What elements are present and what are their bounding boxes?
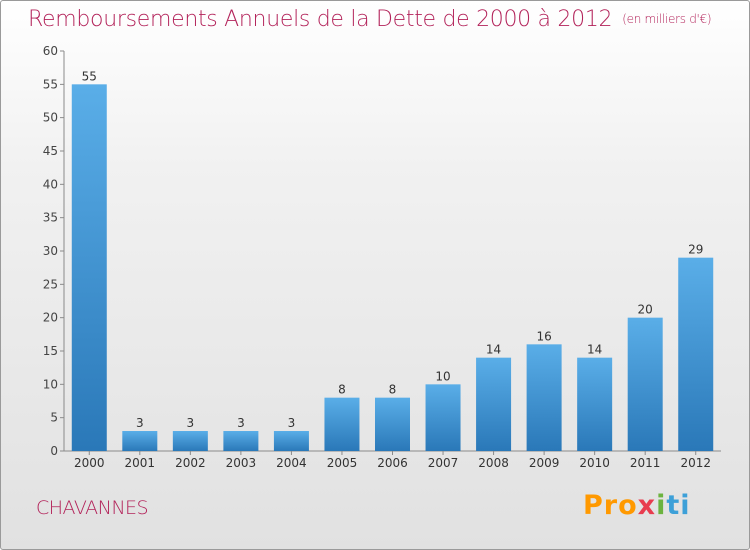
x-tick-label: 2006 — [377, 456, 408, 470]
bar — [71, 84, 107, 451]
y-tick-label: 15 — [43, 344, 58, 358]
x-tick-label: 2010 — [579, 456, 610, 470]
y-tick-label: 30 — [43, 244, 58, 258]
bar — [324, 397, 360, 451]
data-label: 16 — [536, 329, 551, 343]
x-tick-label: 2004 — [276, 456, 307, 470]
bar — [375, 397, 410, 451]
unit-label: (en milliers d'€) — [622, 12, 712, 26]
bar — [172, 431, 208, 451]
data-label: 3 — [288, 416, 296, 430]
x-tick-label: 2008 — [478, 456, 509, 470]
data-label: 14 — [587, 343, 602, 357]
x-tick-label: 2005 — [327, 456, 358, 470]
bar — [627, 317, 663, 451]
x-tick-label: 2002 — [175, 456, 206, 470]
y-tick-label: 20 — [43, 311, 58, 325]
x-tick-label: 2011 — [630, 456, 661, 470]
y-tick-label: 25 — [43, 277, 58, 291]
logo-part-1: Pro — [583, 490, 638, 521]
x-tick-label: 2003 — [226, 456, 257, 470]
title-text: Remboursements Annuels de la Dette de 20… — [28, 7, 613, 32]
data-label: 3 — [187, 416, 195, 430]
data-label: 14 — [486, 343, 501, 357]
y-tick-label: 0 — [50, 444, 58, 458]
data-label: 29 — [688, 243, 703, 257]
bar — [577, 357, 613, 451]
y-tick-label: 50 — [43, 111, 58, 125]
y-tick-label: 55 — [43, 77, 58, 91]
proxiti-logo: Proxiti — [583, 490, 691, 521]
y-tick-label: 60 — [43, 44, 58, 58]
data-label: 20 — [638, 303, 653, 317]
data-label: 3 — [136, 416, 144, 430]
x-tick-label: 2012 — [680, 456, 711, 470]
logo-part-4: ti — [666, 490, 691, 521]
data-label: 55 — [82, 69, 97, 83]
x-tick-label: 2001 — [125, 456, 156, 470]
data-label: 8 — [389, 383, 397, 397]
logo-part-3: i — [656, 490, 667, 521]
bar — [122, 431, 158, 451]
data-label: 3 — [237, 416, 245, 430]
y-tick-label: 5 — [50, 411, 58, 425]
y-tick-label: 45 — [43, 144, 58, 158]
x-tick-label: 2000 — [74, 456, 105, 470]
bar — [273, 431, 309, 451]
bar — [476, 357, 512, 451]
y-tick-label: 40 — [43, 177, 58, 191]
y-tick-label: 35 — [43, 211, 58, 225]
commune-name: CHAVANNES — [36, 497, 149, 519]
bar — [678, 257, 714, 451]
data-label: 10 — [435, 369, 450, 383]
x-tick-label: 2007 — [428, 456, 459, 470]
bar — [425, 384, 461, 451]
bar — [223, 431, 259, 451]
y-tick-label: 10 — [43, 377, 58, 391]
x-tick-label: 2009 — [529, 456, 560, 470]
logo-part-2: x — [637, 490, 657, 521]
data-label: 8 — [338, 383, 346, 397]
chart-title: Remboursements Annuels de la Dette de 20… — [28, 7, 712, 32]
bar — [526, 344, 562, 451]
